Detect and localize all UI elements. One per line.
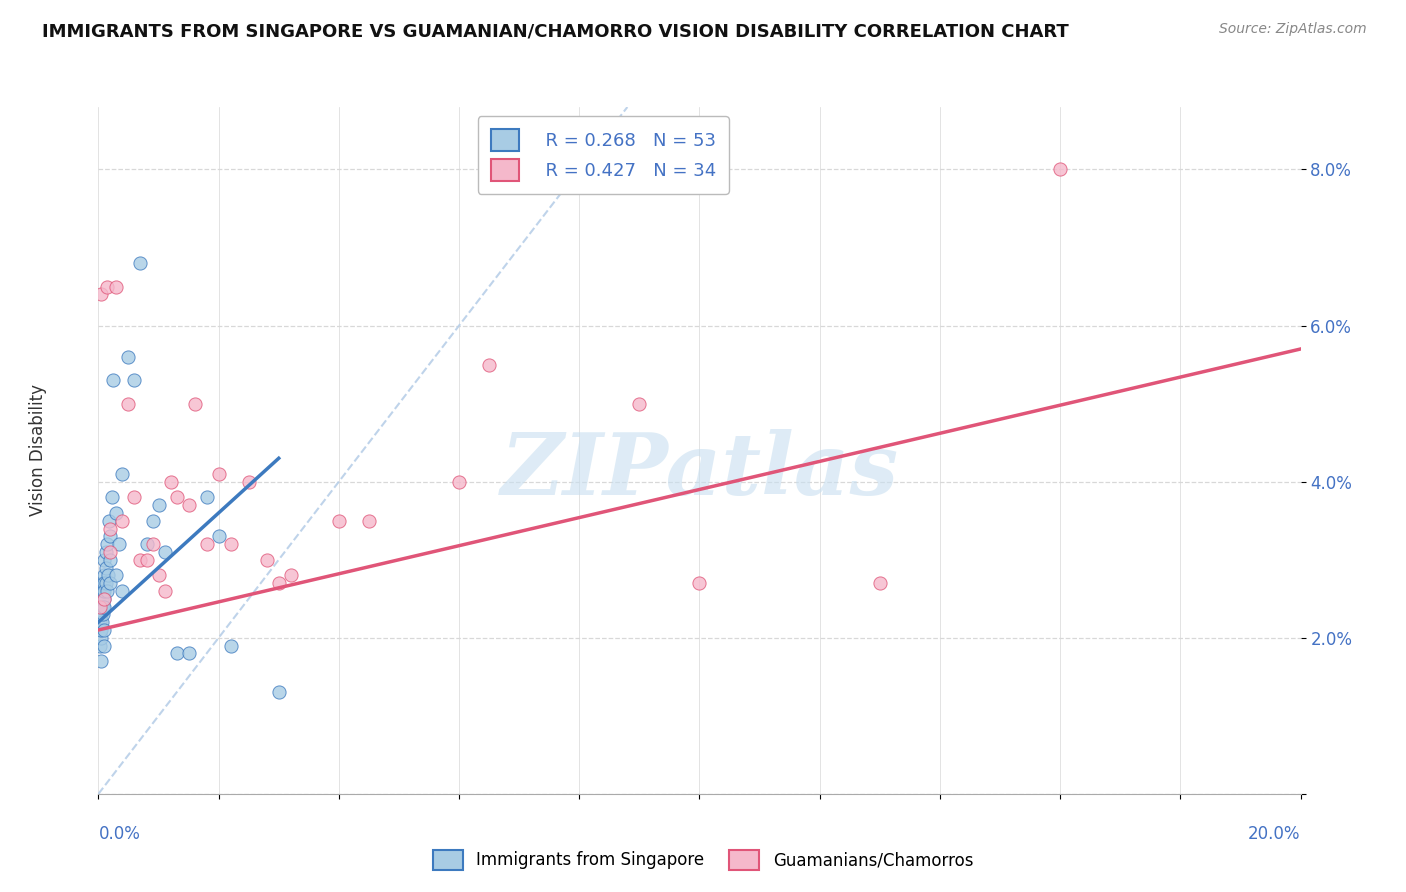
Point	[628, 396, 651, 410]
Point	[93, 623, 115, 637]
Point	[105, 279, 128, 293]
Point	[280, 568, 302, 582]
Point	[100, 576, 122, 591]
Point	[267, 576, 290, 591]
Point	[90, 623, 112, 637]
Point	[267, 685, 290, 699]
Point	[328, 514, 350, 528]
Text: Vision Disability: Vision Disability	[30, 384, 48, 516]
Point	[688, 576, 710, 591]
Point	[100, 529, 122, 543]
Point	[93, 591, 115, 606]
Point	[195, 537, 218, 551]
Point	[89, 623, 111, 637]
Point	[93, 639, 115, 653]
Point	[219, 537, 242, 551]
Point	[93, 599, 115, 614]
Point	[89, 639, 111, 653]
Point	[129, 552, 152, 567]
Point	[96, 279, 118, 293]
Point	[108, 537, 131, 551]
Point	[100, 490, 122, 504]
Point	[357, 514, 380, 528]
Point	[89, 615, 111, 630]
Point	[869, 576, 891, 591]
Point	[166, 646, 188, 660]
Point	[94, 545, 117, 559]
Point	[135, 552, 157, 567]
Point	[148, 498, 170, 512]
Point	[166, 490, 188, 504]
Point	[111, 583, 134, 598]
Point	[219, 639, 242, 653]
Point	[208, 467, 231, 481]
Point	[117, 396, 139, 410]
Point	[135, 537, 157, 551]
Text: ZIPatlas: ZIPatlas	[501, 429, 898, 513]
Point	[105, 568, 128, 582]
Text: 20.0%: 20.0%	[1249, 825, 1301, 843]
Point	[93, 591, 115, 606]
Point	[478, 358, 501, 372]
Point	[96, 583, 118, 598]
Point	[177, 498, 200, 512]
Point	[90, 631, 112, 645]
Point	[111, 467, 134, 481]
Point	[256, 552, 278, 567]
Point	[124, 490, 146, 504]
Point	[96, 537, 118, 551]
Point	[91, 599, 114, 614]
Point	[183, 396, 205, 410]
Point	[97, 514, 120, 528]
Point	[117, 350, 139, 364]
Point	[1049, 162, 1071, 177]
Point	[111, 514, 134, 528]
Point	[100, 521, 122, 535]
Point	[93, 568, 115, 582]
Point	[124, 373, 146, 387]
Point	[447, 475, 470, 489]
Point	[105, 506, 128, 520]
Point	[177, 646, 200, 660]
Point	[141, 514, 163, 528]
Point	[93, 552, 115, 567]
Point	[208, 529, 231, 543]
Point	[91, 591, 114, 606]
Point	[153, 545, 176, 559]
Point	[141, 537, 163, 551]
Point	[159, 475, 181, 489]
Point	[94, 576, 117, 591]
Point	[103, 373, 125, 387]
Point	[90, 607, 112, 622]
Text: 0.0%: 0.0%	[98, 825, 141, 843]
Point	[91, 583, 114, 598]
Point	[91, 615, 114, 630]
Point	[91, 576, 114, 591]
Point	[90, 287, 112, 301]
Text: Source: ZipAtlas.com: Source: ZipAtlas.com	[1219, 22, 1367, 37]
Legend:   R = 0.268   N = 53,   R = 0.427   N = 34: R = 0.268 N = 53, R = 0.427 N = 34	[478, 116, 728, 194]
Point	[153, 583, 176, 598]
Point	[100, 545, 122, 559]
Point	[238, 475, 260, 489]
Point	[93, 583, 115, 598]
Point	[93, 576, 115, 591]
Point	[91, 607, 114, 622]
Text: IMMIGRANTS FROM SINGAPORE VS GUAMANIAN/CHAMORRO VISION DISABILITY CORRELATION CH: IMMIGRANTS FROM SINGAPORE VS GUAMANIAN/C…	[42, 22, 1069, 40]
Point	[90, 654, 112, 668]
Point	[195, 490, 218, 504]
Point	[97, 568, 120, 582]
Point	[100, 552, 122, 567]
Point	[90, 599, 112, 614]
Point	[96, 560, 118, 574]
Point	[89, 599, 111, 614]
Point	[89, 599, 111, 614]
Legend: Immigrants from Singapore, Guamanians/Chamorros: Immigrants from Singapore, Guamanians/Ch…	[426, 843, 980, 877]
Point	[148, 568, 170, 582]
Point	[129, 256, 152, 270]
